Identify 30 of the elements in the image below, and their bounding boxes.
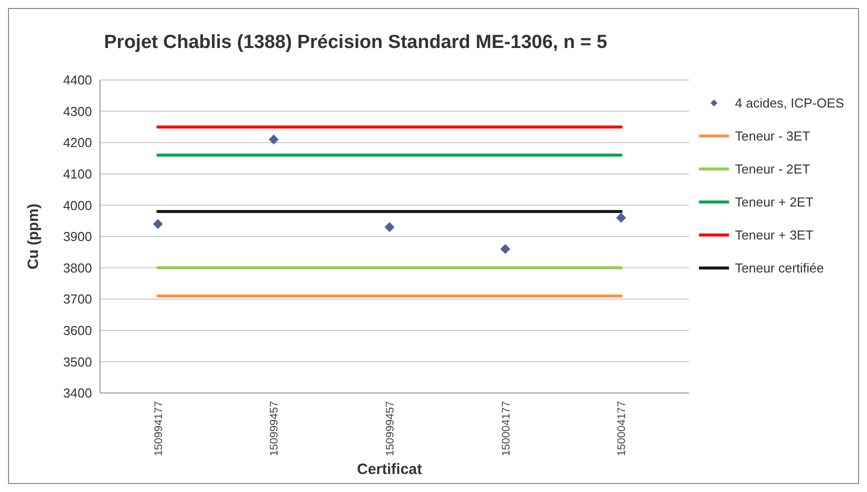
y-tick-label: 4300 xyxy=(63,104,92,119)
legend-label: Teneur + 2ET xyxy=(735,194,814,210)
chart-title: Projet Chablis (1388) Précision Standard ME-1306, n = 5 xyxy=(104,32,608,53)
y-axis-title: Cu (ppm) xyxy=(25,204,42,270)
legend-label: 4 acides, ICP-OES xyxy=(735,96,844,111)
y-tick-label: 4000 xyxy=(63,198,92,213)
legend-label: Teneur certifiée xyxy=(735,260,824,276)
y-tick-label: 4400 xyxy=(63,72,92,88)
x-tick-label: 150999457 xyxy=(268,401,281,456)
point xyxy=(268,134,279,144)
y-tick-label: 3400 xyxy=(63,386,92,401)
y-tick-label: 3500 xyxy=(63,354,92,370)
point xyxy=(152,218,163,229)
legend-label: Teneur - 3ET xyxy=(735,128,810,144)
y-tick-label: 3600 xyxy=(63,322,92,338)
point xyxy=(500,244,510,254)
x-tick-label: 150004177 xyxy=(616,401,628,456)
x-tick-label: 150994177 xyxy=(152,401,165,456)
point xyxy=(616,212,626,223)
point xyxy=(384,222,394,232)
x-axis-title: Certificat xyxy=(356,461,422,478)
legend-label: Teneur + 3ET xyxy=(735,228,814,243)
y-tick-label: 3900 xyxy=(63,229,92,244)
legend-label: Teneur - 2ET xyxy=(735,162,810,177)
x-tick-label: 150999457 xyxy=(384,401,396,456)
y-tick-label: 4200 xyxy=(63,135,92,150)
y-tick-label: 3700 xyxy=(63,292,92,307)
y-tick-label: 4100 xyxy=(63,166,92,182)
x-tick-label: 150004177 xyxy=(500,401,512,456)
y-tick-label: 3800 xyxy=(63,260,92,276)
